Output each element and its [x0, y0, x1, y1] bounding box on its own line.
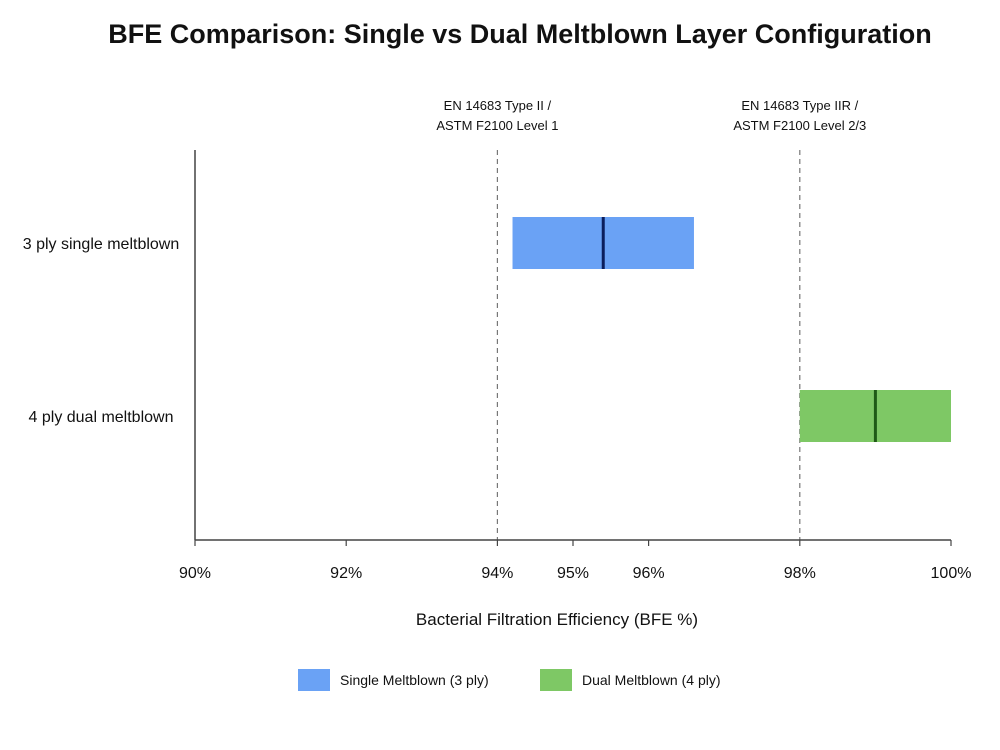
x-axis-label: Bacterial Filtration Efficiency (BFE %)	[416, 610, 698, 629]
y-category-label: 3 ply single meltblown	[23, 236, 180, 253]
x-tick-label: 90%	[179, 565, 211, 582]
x-tick-label: 98%	[784, 565, 816, 582]
chart-title: BFE Comparison: Single vs Dual Meltblown…	[108, 19, 932, 49]
legend-label-2: Dual Meltblown (4 ply)	[582, 672, 721, 688]
x-tick-label: 100%	[931, 565, 972, 582]
x-tick-label: 94%	[481, 565, 513, 582]
x-tick-label: 96%	[633, 565, 665, 582]
x-tick-label: 95%	[557, 565, 589, 582]
y-category-label: 4 ply dual meltblown	[29, 409, 174, 426]
x-tick-label: 92%	[330, 565, 362, 582]
legend-label-1: Single Meltblown (3 ply)	[340, 672, 489, 688]
legend: Single Meltblown (3 ply) Dual Meltblown (…	[298, 669, 721, 691]
reference-label-2-line-2: ASTM F2100 Level 2/3	[733, 118, 866, 133]
reference-label-1-line-2: ASTM F2100 Level 1	[436, 118, 558, 133]
plot-area: EN 14683 Type II / ASTM F2100 Level 1 EN 1…	[23, 98, 972, 582]
reference-label-1-line-1: EN 14683 Type II /	[444, 98, 552, 113]
legend-swatch-1	[298, 669, 330, 691]
reference-label-2-line-1: EN 14683 Type IIR /	[741, 98, 858, 113]
legend-swatch-2	[540, 669, 572, 691]
